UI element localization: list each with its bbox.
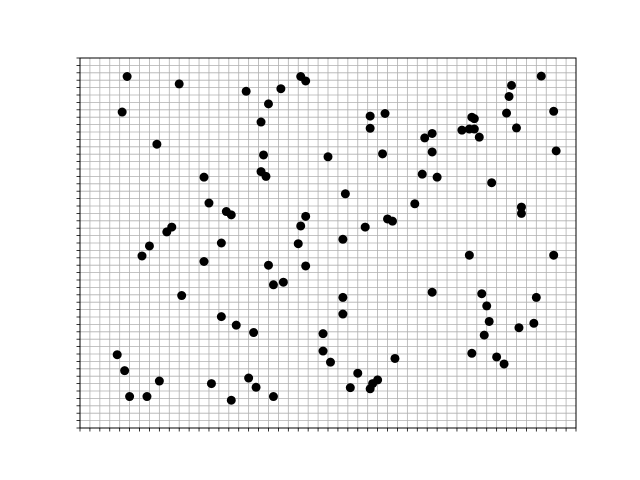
data-point (427, 147, 437, 157)
data-point (293, 239, 303, 249)
data-point (152, 139, 162, 149)
data-point (531, 292, 541, 302)
plot-frame (79, 57, 577, 429)
data-point (353, 368, 363, 378)
data-point (514, 323, 524, 333)
data-point (365, 111, 375, 121)
data-point (502, 108, 512, 118)
data-point (144, 241, 154, 251)
data-point (487, 178, 497, 188)
data-point (479, 330, 489, 340)
data-point (549, 106, 559, 116)
data-point (340, 189, 350, 199)
data-point (263, 260, 273, 270)
data-point (120, 366, 130, 376)
data-point (226, 395, 236, 405)
data-point (507, 80, 517, 90)
data-point (338, 309, 348, 319)
data-point (511, 123, 521, 133)
data-point (244, 373, 254, 383)
axis-ticks (76, 57, 577, 432)
data-point (420, 133, 430, 143)
data-point (504, 91, 514, 101)
data-point (474, 132, 484, 142)
data-point (206, 379, 216, 389)
data-point (268, 280, 278, 290)
data-point (241, 86, 251, 96)
data-point (296, 221, 306, 231)
data-point (464, 250, 474, 260)
data-point (529, 318, 539, 328)
data-point (427, 128, 437, 138)
data-point (177, 291, 187, 301)
data-point (484, 316, 494, 326)
data-point (365, 123, 375, 133)
data-point (482, 301, 492, 311)
data-point (477, 289, 487, 299)
data-point (137, 251, 147, 261)
data-point (142, 392, 152, 402)
data-point (231, 320, 241, 330)
data-point (457, 125, 467, 135)
data-point (338, 292, 348, 302)
data-point (516, 202, 526, 212)
data-point (216, 312, 226, 322)
data-point (464, 124, 474, 134)
data-point (378, 149, 388, 159)
data-point (216, 238, 226, 248)
data-point (204, 198, 214, 208)
data-point (199, 172, 209, 182)
data-point (551, 146, 561, 156)
data-point (301, 211, 311, 221)
data-point (162, 227, 172, 237)
data-point (278, 277, 288, 287)
data-point (199, 257, 209, 266)
data-point (301, 76, 311, 86)
data-points (112, 71, 561, 405)
data-point (467, 112, 477, 122)
data-point (323, 152, 333, 162)
data-point (268, 392, 278, 402)
data-point (360, 222, 370, 232)
data-point (345, 383, 355, 393)
data-point (380, 109, 390, 118)
data-point (325, 357, 335, 367)
data-point (549, 250, 559, 260)
data-point (122, 72, 132, 81)
data-point (417, 169, 427, 179)
data-point (318, 329, 328, 339)
data-point (432, 172, 442, 182)
data-point (467, 348, 477, 358)
data-point (117, 107, 127, 117)
data-point (318, 346, 328, 356)
data-point (373, 375, 383, 385)
data-point (249, 328, 259, 338)
data-point (112, 350, 122, 360)
data-point (499, 359, 509, 369)
data-point (261, 171, 271, 181)
data-point (226, 210, 236, 220)
data-point (174, 79, 184, 89)
data-point (251, 382, 261, 392)
data-point (276, 84, 286, 94)
data-point (301, 261, 311, 271)
data-point (154, 376, 164, 386)
data-point (536, 71, 546, 81)
data-point (492, 352, 502, 362)
data-point (516, 208, 526, 218)
data-point (256, 117, 266, 127)
data-point (410, 199, 420, 209)
data-point (390, 353, 400, 363)
data-point (427, 287, 437, 297)
data-point (263, 99, 273, 109)
grid (79, 57, 577, 429)
data-point (259, 150, 269, 160)
data-point (338, 234, 348, 244)
data-point (387, 216, 397, 226)
data-point (125, 392, 135, 402)
